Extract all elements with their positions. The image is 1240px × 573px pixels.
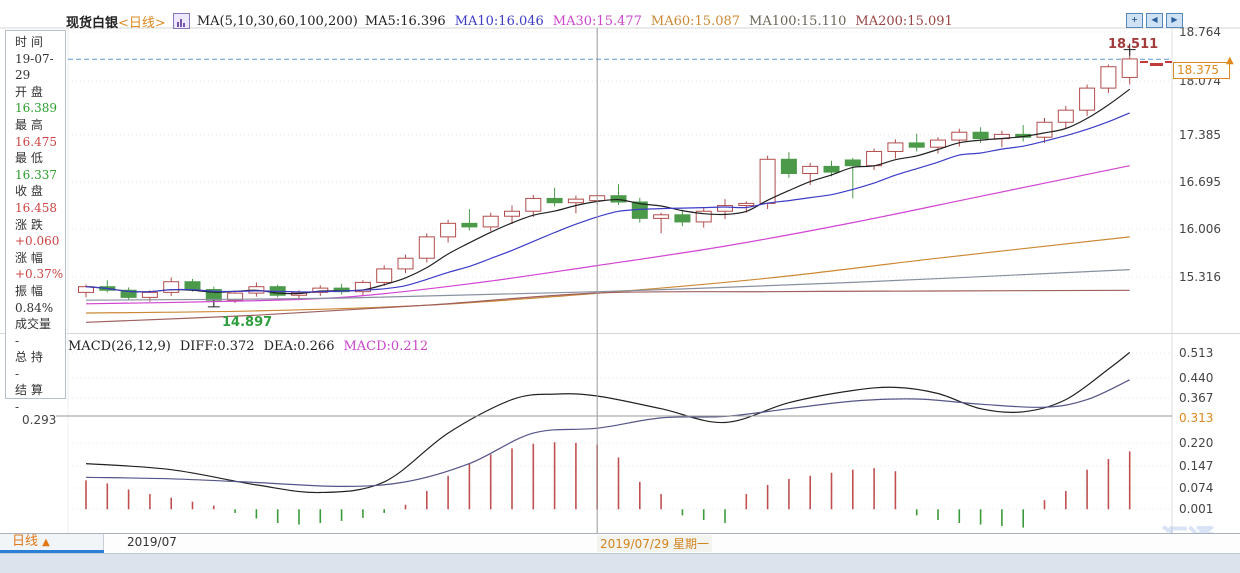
- macd-tick-3: 0.220: [1179, 436, 1214, 450]
- window-footer-area: [0, 553, 1240, 573]
- macd-tick-1: 0.440: [1179, 371, 1214, 385]
- macd-header: MACD(26,12,9) DIFF:0.372 DEA:0.266 MACD:…: [68, 339, 428, 354]
- quote-row-value-8: -: [15, 333, 20, 348]
- chart-header: 现货白银<日线> MA(5,10,30,60,100,200) MA5:16.3…: [66, 12, 953, 31]
- macd-formula-label[interactable]: MACD(26,12,9): [68, 339, 171, 354]
- quote-row-label-8: 成交量: [15, 317, 52, 332]
- quote-row-value-4: 16.458: [15, 200, 57, 215]
- quote-row-value-5: +0.060: [15, 234, 60, 249]
- ma-value-0: MA5:16.396: [364, 13, 446, 29]
- price-tick-2: 17.385: [1179, 128, 1221, 142]
- macd-macd-value: MACD:0.212: [343, 339, 429, 354]
- quote-row-label-4: 收 盘: [15, 184, 43, 199]
- quote-panel: 时 间 19-07-29 开 盘 16.389 最 高 16.475 最 低 16.337 收 …: [5, 30, 66, 414]
- macd-left-axis-value: 0.293: [22, 413, 57, 427]
- quote-row-label-3: 最 低: [15, 151, 43, 166]
- chart-toolbar: + ◀ ▶: [1126, 13, 1183, 28]
- quote-row-label-7: 振 幅: [15, 283, 43, 298]
- quote-row-label-5: 涨 跌: [15, 217, 43, 232]
- ma-value-2: MA30:15.477: [552, 13, 642, 29]
- symbol-title: 现货白银<日线>: [66, 12, 166, 31]
- scroll-right-icon[interactable]: ▶: [1166, 13, 1183, 28]
- tab-up-arrow-icon[interactable]: ▲: [42, 537, 50, 548]
- indicator-icon[interactable]: [172, 13, 190, 29]
- price-up-arrow-icon: ▲: [1226, 55, 1234, 66]
- scroll-left-icon[interactable]: ◀: [1146, 13, 1163, 28]
- quote-row-label-2: 最 高: [15, 117, 43, 132]
- quote-row-label-0: 时 间: [15, 35, 43, 49]
- quote-row-value-0: 19-07-29: [15, 51, 54, 83]
- quote-row-value-9: -: [15, 366, 20, 381]
- ma-values-group: MA5:16.396 MA10:16.046 MA30:15.477 MA60:15.…: [365, 14, 953, 29]
- quote-row-value-6: +0.37%: [15, 267, 64, 282]
- quote-row-value-7: 0.84%: [15, 300, 54, 315]
- quote-row-value-1: 16.389: [15, 101, 57, 116]
- price-tick-5: 15.316: [1179, 270, 1221, 284]
- price-tick-0: 18.764: [1179, 25, 1221, 39]
- quote-row-label-10: 结 算: [15, 383, 43, 398]
- price-tick-3: 16.695: [1179, 175, 1221, 189]
- macd-tick-0: 0.513: [1179, 346, 1214, 360]
- ma-value-1: MA10:16.046: [454, 13, 544, 29]
- macd-tick-6: 0.001: [1179, 502, 1214, 516]
- period-tab-label: 日线: [12, 534, 39, 549]
- symbol-name: 现货白银: [66, 15, 119, 31]
- ma-settings-label[interactable]: MA(5,10,30,60,100,200): [196, 13, 358, 29]
- macd-tick-5: 0.074: [1179, 481, 1214, 495]
- macd-tick-2: 0.367: [1179, 391, 1214, 405]
- quote-row-value-10: -: [15, 400, 20, 415]
- quote-row-value-3: 16.337: [15, 167, 57, 182]
- macd-diff-value: DIFF:0.372: [179, 339, 255, 354]
- macd-tick-4: 0.147: [1179, 459, 1214, 473]
- quote-row-value-2: 16.475: [15, 134, 57, 149]
- macd-dea-value: DEA:0.266: [263, 339, 335, 354]
- high-annotation: 18.511: [1108, 37, 1159, 52]
- tab-active-underline: [0, 550, 104, 553]
- crosshair-date-label: 2019/07/29 星期一: [597, 535, 712, 552]
- macd-crosshair-value: 0.313: [1179, 411, 1214, 425]
- ma-value-5: MA200:15.091: [855, 13, 953, 29]
- price-tick-4: 16.006: [1179, 222, 1221, 236]
- pan-center-icon[interactable]: +: [1126, 13, 1143, 28]
- month-axis-label: 2019/07: [127, 535, 177, 549]
- ma-value-3: MA60:15.087: [650, 13, 741, 29]
- low-annotation: 14.897: [222, 315, 273, 330]
- quote-row-label-1: 开 盘: [15, 84, 43, 99]
- quote-row-label-6: 涨 幅: [15, 250, 43, 265]
- current-price-box: 18.375: [1173, 62, 1230, 79]
- ma-value-4: MA100:15.110: [749, 13, 847, 29]
- period-label[interactable]: <日线>: [118, 15, 166, 31]
- quote-row-label-9: 总 持: [15, 350, 43, 365]
- period-tab-daily[interactable]: 日线 ▲: [0, 534, 104, 550]
